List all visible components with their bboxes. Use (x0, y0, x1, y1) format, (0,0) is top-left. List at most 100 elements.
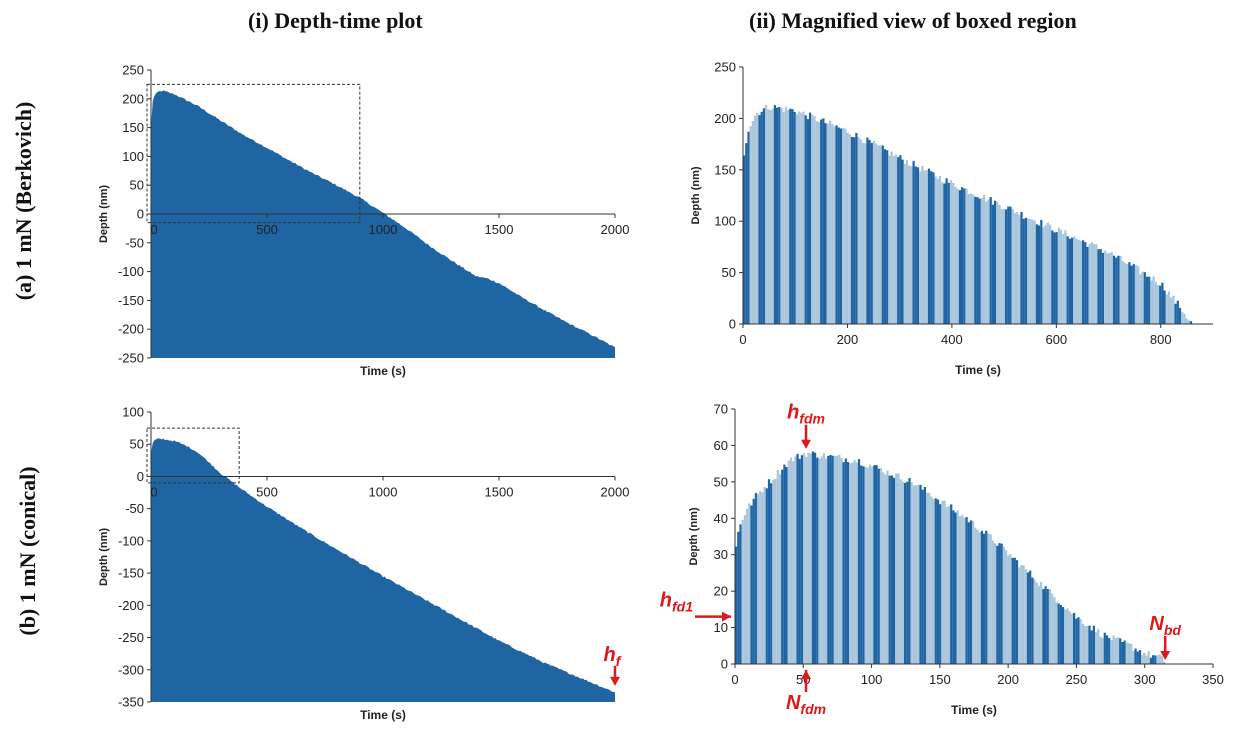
depth-bar (1000, 543, 1003, 664)
depth-bar (1101, 252, 1104, 324)
depth-bar (778, 474, 782, 664)
depth-bar (828, 120, 832, 324)
depth-bar (748, 503, 751, 664)
depth-bar (772, 479, 775, 664)
depth-bar (1007, 555, 1010, 664)
depth-bar (741, 520, 744, 664)
depth-bar (985, 201, 988, 324)
depth-bar (936, 499, 940, 664)
depth-bar (771, 108, 774, 325)
x-tick-label: 500 (256, 484, 278, 499)
y-tick-label: 100 (714, 214, 736, 229)
depth-bar (749, 126, 752, 324)
depth-bar (824, 123, 827, 324)
depth-bar (972, 520, 975, 664)
depth-bar (1170, 297, 1173, 324)
depth-bar (829, 455, 832, 664)
depth-bar (919, 171, 922, 324)
depth-bar (1020, 565, 1023, 664)
depth-bar (974, 527, 977, 664)
depth-bar (1068, 238, 1071, 324)
depth-bar (1029, 570, 1032, 664)
depth-bar (1086, 246, 1089, 324)
depth-bar (879, 145, 882, 324)
depth-bar (787, 460, 790, 664)
depth-bar (1137, 266, 1140, 324)
depth-bar (1159, 285, 1162, 324)
annotation-symbol: N (786, 692, 801, 714)
depth-bar (1108, 638, 1111, 664)
depth-bar (916, 167, 920, 324)
depth-bar (1040, 219, 1043, 324)
depth-bar (1051, 593, 1054, 664)
depth-bar (1148, 276, 1151, 324)
depth-bar (1024, 217, 1027, 324)
depth-bar (743, 155, 746, 324)
depth-bar (930, 496, 933, 664)
y-tick-label: 150 (714, 162, 736, 177)
depth-bar (752, 498, 755, 664)
x-tick-label: 600 (1045, 332, 1067, 347)
depth-bar (1150, 280, 1153, 324)
depth-bar (1161, 282, 1164, 324)
x-tick-label: 0 (731, 672, 738, 687)
annotation-h-fdm: hfdm (787, 402, 825, 449)
depth-bar (855, 133, 858, 324)
depth-bar (1038, 225, 1041, 324)
depth-bar (1110, 252, 1113, 324)
x-tick-label: 0 (150, 484, 157, 499)
depth-bar (1163, 290, 1166, 324)
depth-bar (806, 119, 809, 324)
depth-bar (815, 121, 818, 324)
depth-bar (1000, 208, 1003, 324)
depth-bar (787, 109, 790, 325)
annotation-arrow-head (610, 676, 620, 686)
depth-bar (934, 498, 937, 664)
depth-bar (831, 455, 834, 664)
depth-bar (886, 150, 889, 324)
depth-bar (1156, 655, 1159, 664)
depth-bar (961, 187, 964, 324)
depth-bar (919, 484, 922, 664)
depth-bar (1093, 244, 1096, 324)
depth-bar (840, 458, 843, 664)
depth-bar (980, 198, 983, 324)
depth-bar (1189, 321, 1193, 324)
depth-bar (805, 456, 808, 664)
depth-bar (833, 456, 836, 664)
depth-bar (998, 543, 1001, 664)
depth-bar (1123, 640, 1126, 664)
depth-bar (908, 165, 911, 324)
depth-bar (1099, 249, 1102, 324)
depth-bar (789, 108, 792, 324)
depth-bar (1176, 300, 1179, 324)
depth-bar (978, 198, 981, 324)
depth-bar (807, 452, 810, 664)
y-tick-label: 100 (122, 405, 144, 420)
depth-bar (972, 194, 975, 324)
x-axis-label: Time (s) (360, 708, 406, 722)
depth-bar (903, 164, 906, 324)
depth-bar (1018, 215, 1021, 324)
depth-bar (912, 160, 915, 324)
y-tick-label: 0 (137, 469, 144, 484)
depth-bar (947, 506, 951, 664)
depth-bar (1073, 612, 1076, 664)
depth-bar (861, 142, 865, 324)
depth-bar (1090, 242, 1093, 324)
annotation-arrow-head (722, 611, 731, 622)
depth-bar (1044, 224, 1047, 324)
depth-bar (921, 165, 924, 324)
depth-bar (796, 453, 799, 664)
annotation-subscript: bd (1164, 622, 1182, 638)
y-tick-label: 30 (714, 547, 728, 562)
depth-bar (846, 462, 850, 664)
depth-bar (1154, 282, 1157, 324)
x-tick-label: 1000 (369, 484, 398, 499)
depth-bar (866, 467, 869, 664)
annotation-h-f: hf (604, 644, 622, 686)
depth-bar (998, 204, 1001, 324)
depth-bar (967, 522, 970, 664)
depth-bar (987, 199, 990, 324)
